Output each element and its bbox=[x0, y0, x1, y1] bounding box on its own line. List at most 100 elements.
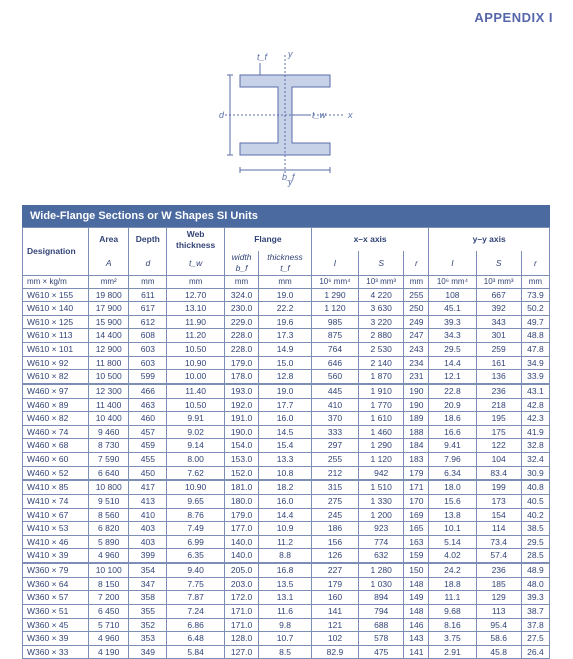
table-row: W410 × 749 5104139.65180.016.02751 33017… bbox=[23, 494, 550, 508]
hdr-depth: Depth bbox=[129, 228, 167, 252]
table-cell: 192.0 bbox=[224, 398, 258, 412]
hdr-ft: thicknesst_f bbox=[259, 251, 312, 275]
table-cell: 42.8 bbox=[521, 398, 549, 412]
table-cell: 392 bbox=[476, 302, 521, 316]
table-cell: 32.4 bbox=[521, 453, 549, 467]
table-row: W410 × 8510 80041710.90181.018.23151 510… bbox=[23, 480, 550, 494]
table-cell: 259 bbox=[476, 343, 521, 357]
unit-Sx: 10³ mm³ bbox=[359, 275, 404, 288]
table-cell: 9.14 bbox=[167, 439, 225, 453]
table-cell: 146 bbox=[404, 618, 429, 632]
table-cell: 141 bbox=[311, 604, 358, 618]
table-cell: 11.2 bbox=[259, 535, 312, 549]
table-cell: 13.8 bbox=[429, 508, 476, 522]
table-cell: 5.14 bbox=[429, 535, 476, 549]
table-cell: W410 × 67 bbox=[23, 508, 89, 522]
table-cell: 38.7 bbox=[521, 604, 549, 618]
wf-sections-table: Designation Area Depth Webthickness Flan… bbox=[22, 227, 550, 659]
table-cell: W610 × 92 bbox=[23, 356, 89, 370]
table-cell: 8.16 bbox=[429, 618, 476, 632]
table-cell: W360 × 64 bbox=[23, 577, 89, 591]
table-cell: 12.70 bbox=[167, 288, 225, 302]
table-cell: W610 × 82 bbox=[23, 370, 89, 384]
table-cell: W410 × 46 bbox=[23, 535, 89, 549]
table-cell: 48.9 bbox=[521, 563, 549, 577]
hdr-Ix: I bbox=[311, 251, 358, 275]
table-cell: 154 bbox=[476, 508, 521, 522]
table-cell: 14.4 bbox=[429, 356, 476, 370]
table-cell: W360 × 51 bbox=[23, 604, 89, 618]
table-cell: 15.6 bbox=[429, 494, 476, 508]
table-cell: 195 bbox=[476, 412, 521, 426]
table-cell: 12.1 bbox=[429, 370, 476, 384]
table-cell: 37.8 bbox=[521, 618, 549, 632]
table-cell: 1 460 bbox=[359, 425, 404, 439]
table-cell: 6.99 bbox=[167, 535, 225, 549]
table-cell: 143 bbox=[404, 632, 429, 646]
table-cell: 985 bbox=[311, 315, 358, 329]
unit-fw: mm bbox=[224, 275, 258, 288]
table-cell: 560 bbox=[311, 370, 358, 384]
table-cell: 1 770 bbox=[359, 398, 404, 412]
table-cell: 175 bbox=[476, 425, 521, 439]
table-cell: 57.4 bbox=[476, 549, 521, 563]
table-cell: 457 bbox=[129, 425, 167, 439]
table-cell: 4 190 bbox=[89, 645, 129, 659]
table-cell: 15.0 bbox=[259, 356, 312, 370]
table-cell: 1 870 bbox=[359, 370, 404, 384]
table-cell: 1 510 bbox=[359, 480, 404, 494]
table-cell: 203.0 bbox=[224, 577, 258, 591]
unit-Sy: 10³ mm³ bbox=[476, 275, 521, 288]
table-cell: 255 bbox=[404, 288, 429, 302]
table-cell: 236 bbox=[476, 384, 521, 398]
table-cell: 58.6 bbox=[476, 632, 521, 646]
table-cell: 170 bbox=[404, 494, 429, 508]
table-cell: 13.5 bbox=[259, 577, 312, 591]
table-cell: 9.65 bbox=[167, 494, 225, 508]
table-cell: 189 bbox=[404, 412, 429, 426]
table-cell: 1 200 bbox=[359, 508, 404, 522]
table-cell: 460 bbox=[129, 412, 167, 426]
table-cell: 229.0 bbox=[224, 315, 258, 329]
table-cell: 30.9 bbox=[521, 466, 549, 480]
table-cell: 181.0 bbox=[224, 480, 258, 494]
table-cell: W460 × 89 bbox=[23, 398, 89, 412]
table-cell: 230.0 bbox=[224, 302, 258, 316]
table-row: W410 × 678 5604108.76179.014.42451 20016… bbox=[23, 508, 550, 522]
table-cell: 19.0 bbox=[259, 288, 312, 302]
table-cell: 159 bbox=[404, 549, 429, 563]
table-cell: 148 bbox=[404, 577, 429, 591]
table-cell: 9 510 bbox=[89, 494, 129, 508]
table-cell: 445 bbox=[311, 384, 358, 398]
table-cell: 73.4 bbox=[476, 535, 521, 549]
table-cell: 463 bbox=[129, 398, 167, 412]
table-cell: 171.0 bbox=[224, 604, 258, 618]
table-cell: 8 150 bbox=[89, 577, 129, 591]
table-cell: 12 900 bbox=[89, 343, 129, 357]
table-cell: 171 bbox=[404, 480, 429, 494]
table-cell: 2 880 bbox=[359, 329, 404, 343]
table-cell: 95.4 bbox=[476, 618, 521, 632]
table-cell: 1 910 bbox=[359, 384, 404, 398]
table-cell: 450 bbox=[129, 466, 167, 480]
table-cell: 26.4 bbox=[521, 645, 549, 659]
table-cell: W410 × 53 bbox=[23, 522, 89, 536]
table-row: W360 × 516 4503557.24171.011.61417941489… bbox=[23, 604, 550, 618]
table-cell: 764 bbox=[311, 343, 358, 357]
table-cell: 19.6 bbox=[259, 315, 312, 329]
table-cell: 48.0 bbox=[521, 577, 549, 591]
table-cell: 10 800 bbox=[89, 480, 129, 494]
table-cell: 16.0 bbox=[259, 412, 312, 426]
table-cell: 185 bbox=[476, 577, 521, 591]
table-cell: 171.0 bbox=[224, 618, 258, 632]
table-cell: 7 200 bbox=[89, 591, 129, 605]
table-cell: 8.5 bbox=[259, 645, 312, 659]
label-tf: t_f bbox=[257, 52, 269, 62]
table-cell: 49.7 bbox=[521, 315, 549, 329]
hdr-fw: widthb_f bbox=[224, 251, 258, 275]
table-cell: 156 bbox=[311, 535, 358, 549]
table-cell: 160 bbox=[311, 591, 358, 605]
table-cell: 11.40 bbox=[167, 384, 225, 398]
table-cell: 10.50 bbox=[167, 398, 225, 412]
table-cell: 148 bbox=[404, 604, 429, 618]
